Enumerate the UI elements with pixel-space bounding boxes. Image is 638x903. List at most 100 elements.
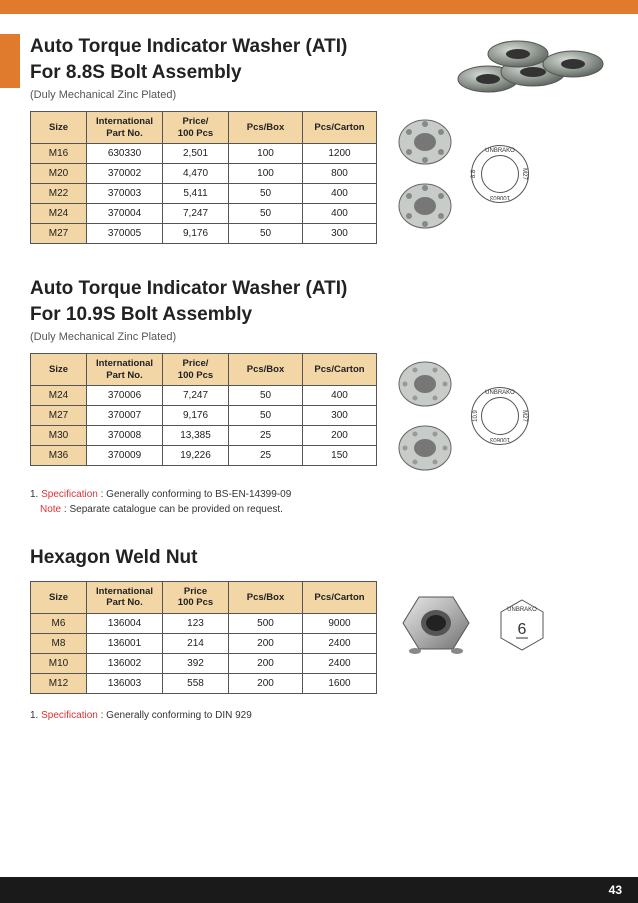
table-cell: 9,176 [163,224,229,244]
note-line: Note : Separate catalogue can be provide… [30,502,608,517]
table-cell: 7,247 [163,386,229,406]
table-cell: 25 [229,426,303,446]
table-header: Pcs/Carton [303,112,377,144]
section-ati-109s: Auto Torque Indicator Washer (ATI) For 1… [30,276,608,517]
table-cell: 370009 [87,446,163,466]
svg-text:UNBRAKO: UNBRAKO [507,607,537,613]
top-accent-stripe [0,0,638,14]
hex-stamp-diagram: UNBRAKO 6 [493,596,551,654]
table-cell: 370003 [87,184,163,204]
table-cell: M24 [31,204,87,224]
table-row: M3637000919,22625150 [31,446,377,466]
table-cell: 370007 [87,406,163,426]
table-cell: 136002 [87,653,163,673]
page-number: 43 [609,883,622,897]
section-notes: 1. Specification : Generally conforming … [30,487,608,517]
table-cell: 100 [229,144,303,164]
table-row: M243700047,24750400 [31,204,377,224]
table-header: Price100 Pcs [163,581,229,613]
table-header: Pcs/Carton [303,581,377,613]
table-cell: M10 [31,653,87,673]
spec-table-ati-88s: SizeInternationalPart No.Price/100 PcsPc… [30,111,377,244]
table-header: Size [31,581,87,613]
table-cell: 370006 [87,386,163,406]
table-row: M3037000813,38525200 [31,426,377,446]
table-row: M223700035,41150400 [31,184,377,204]
table-cell: 800 [303,164,377,184]
table-row: M101360023922002400 [31,653,377,673]
hex-nut-illustration [397,587,475,664]
table-cell: 300 [303,224,377,244]
table-header: InternationalPart No. [87,112,163,144]
table-header: Size [31,112,87,144]
table-cell: 200 [303,426,377,446]
table-header: Price/100 Pcs [163,354,229,386]
table-row: M61360041235009000 [31,613,377,633]
table-cell: 50 [229,224,303,244]
table-cell: 4,470 [163,164,229,184]
table-cell: 123 [163,613,229,633]
table-header: Price/100 Pcs [163,112,229,144]
table-cell: 400 [303,184,377,204]
table-cell: 7,247 [163,204,229,224]
washer-illustration [397,359,453,473]
table-cell: 9,176 [163,406,229,426]
table-cell: M30 [31,426,87,446]
table-cell: 392 [163,653,229,673]
table-cell: 5,411 [163,184,229,204]
table-cell: 400 [303,386,377,406]
table-cell: M16 [31,144,87,164]
table-row: M166303302,5011001200 [31,144,377,164]
table-cell: 1200 [303,144,377,164]
table-cell: 50 [229,204,303,224]
table-cell: 2,501 [163,144,229,164]
table-row: M243700067,24750400 [31,386,377,406]
table-cell: 136001 [87,633,163,653]
table-cell: 150 [303,446,377,466]
section-title: Auto Torque Indicator Washer (ATI) For 8… [30,34,347,85]
note-line: 1. Specification : Generally conforming … [30,708,608,723]
table-cell: 400 [303,204,377,224]
table-cell: 50 [229,184,303,204]
washer-illustration [397,117,453,231]
table-cell: 370004 [87,204,163,224]
table-cell: 1600 [303,673,377,693]
table-row: M203700024,470100800 [31,164,377,184]
table-row: M273700079,17650300 [31,406,377,426]
table-cell: 136004 [87,613,163,633]
hero-washers-image [448,24,618,104]
section-title: Hexagon Weld Nut [30,545,608,571]
table-cell: 50 [229,406,303,426]
table-header: Pcs/Box [229,354,303,386]
section-accent-bar [0,34,20,88]
note-line: 1. Specification : Generally conforming … [30,487,608,502]
section-hex-weld-nut: Hexagon Weld Nut SizeInternationalPart N… [30,545,608,722]
table-cell: 500 [229,613,303,633]
table-cell: 19,226 [163,446,229,466]
table-row: M121360035582001600 [31,673,377,693]
table-cell: 9000 [303,613,377,633]
section-subtitle: (Duly Mechanical Zinc Plated) [30,331,608,343]
table-row: M81360012142002400 [31,633,377,653]
stamp-diagram: UNBRAKO M27 100603 8.8 [471,145,529,203]
table-header: InternationalPart No. [87,581,163,613]
table-cell: 370008 [87,426,163,446]
table-cell: M27 [31,406,87,426]
table-row: M273700059,17650300 [31,224,377,244]
section-notes: 1. Specification : Generally conforming … [30,708,608,723]
table-cell: 370005 [87,224,163,244]
table-cell: 13,385 [163,426,229,446]
table-cell: M24 [31,386,87,406]
table-header: Pcs/Box [229,112,303,144]
table-cell: M8 [31,633,87,653]
table-cell: 100 [229,164,303,184]
table-header: Size [31,354,87,386]
table-cell: 214 [163,633,229,653]
table-header: Pcs/Carton [303,354,377,386]
table-cell: 370002 [87,164,163,184]
table-cell: M6 [31,613,87,633]
table-cell: 630330 [87,144,163,164]
table-cell: 200 [229,633,303,653]
page-footer: 43 [0,877,638,903]
table-cell: 2400 [303,653,377,673]
